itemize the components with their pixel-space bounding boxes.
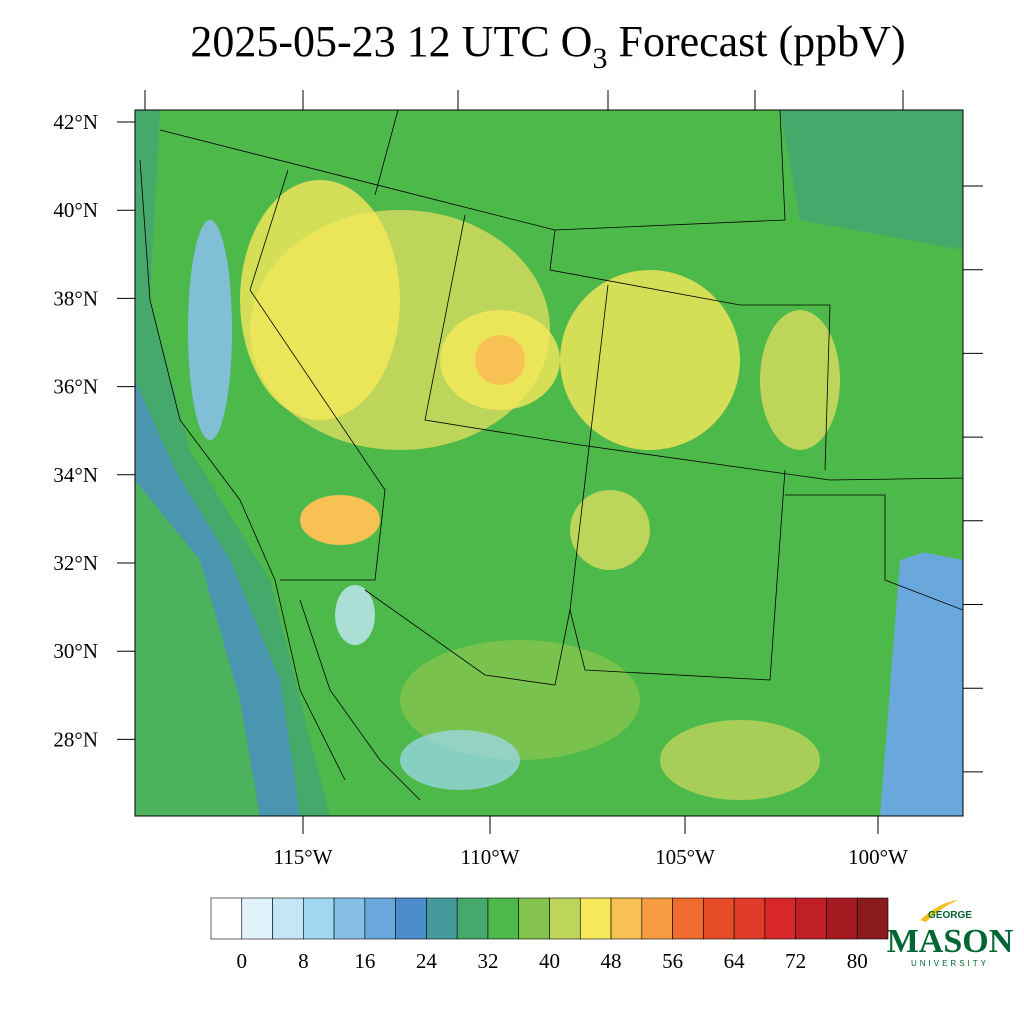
colorbar-label: 32 <box>477 949 498 973</box>
latitude-label: 40°N <box>53 198 98 222</box>
colorbar-box <box>764 897 796 940</box>
colorbar-label: 64 <box>724 949 746 973</box>
colorbar-label: 40 <box>539 949 560 973</box>
colorbar-box <box>487 897 520 940</box>
latitude-label: 42°N <box>53 110 98 134</box>
colorbar-box <box>795 897 827 940</box>
colorbar-box <box>210 897 243 940</box>
latitude-label: 34°N <box>53 463 98 487</box>
longitude-label: 110°W <box>461 845 520 869</box>
title-subscript: 3 <box>592 42 607 75</box>
colorbar-box <box>579 897 612 940</box>
longitude-label: 115°W <box>274 845 333 869</box>
colorbar-box <box>426 897 458 940</box>
colorbar-label: 72 <box>785 949 806 973</box>
colorbar-label: 24 <box>416 949 438 973</box>
colorbar-box <box>272 897 304 940</box>
colorbar-box <box>733 897 766 940</box>
colorbar-box <box>303 897 335 940</box>
colorbar-label: 48 <box>601 949 622 973</box>
colorbar-box <box>856 897 889 940</box>
title: 2025-05-23 12 UTC O3 Forecast (ppbV) <box>190 17 905 75</box>
latitude-label: 30°N <box>53 639 98 663</box>
map-frame <box>134 109 964 817</box>
colorbar-box <box>456 897 489 940</box>
latitude-label: 36°N <box>53 375 98 399</box>
longitude-label: 100°W <box>848 845 908 869</box>
colorbar-box <box>641 897 673 940</box>
colorbar-box <box>241 897 273 940</box>
logo: GEORGE MASON UNIVERSITY <box>887 900 1014 968</box>
latitude-label: 32°N <box>53 551 98 575</box>
logo-top: GEORGE <box>928 910 972 921</box>
colorbar-label: 0 <box>237 949 248 973</box>
title-main: 2025-05-23 12 UTC O <box>190 17 592 66</box>
colorbar-box <box>672 897 704 940</box>
ozone-field <box>135 110 963 816</box>
colorbar-box <box>549 897 581 940</box>
title-end: Forecast (ppbV) <box>607 17 905 66</box>
logo-main: MASON <box>887 923 1014 960</box>
colorbar-box <box>333 897 366 940</box>
colorbar-box <box>364 897 396 940</box>
colorbar-label: 56 <box>662 949 683 973</box>
logo-bottom: UNIVERSITY <box>911 959 989 968</box>
colorbar-box <box>826 897 858 940</box>
longitude-label: 105°W <box>655 845 715 869</box>
latitude-label: 28°N <box>53 727 98 751</box>
colorbar-box <box>703 897 735 940</box>
colorbar-label: 80 <box>847 949 868 973</box>
colorbar-box <box>395 897 427 940</box>
latitude-label: 38°N <box>53 286 98 310</box>
colorbar-box <box>610 897 643 940</box>
colorbar-label: 8 <box>298 949 309 973</box>
colorbar-label: 16 <box>354 949 375 973</box>
colorbar-box <box>518 897 550 940</box>
